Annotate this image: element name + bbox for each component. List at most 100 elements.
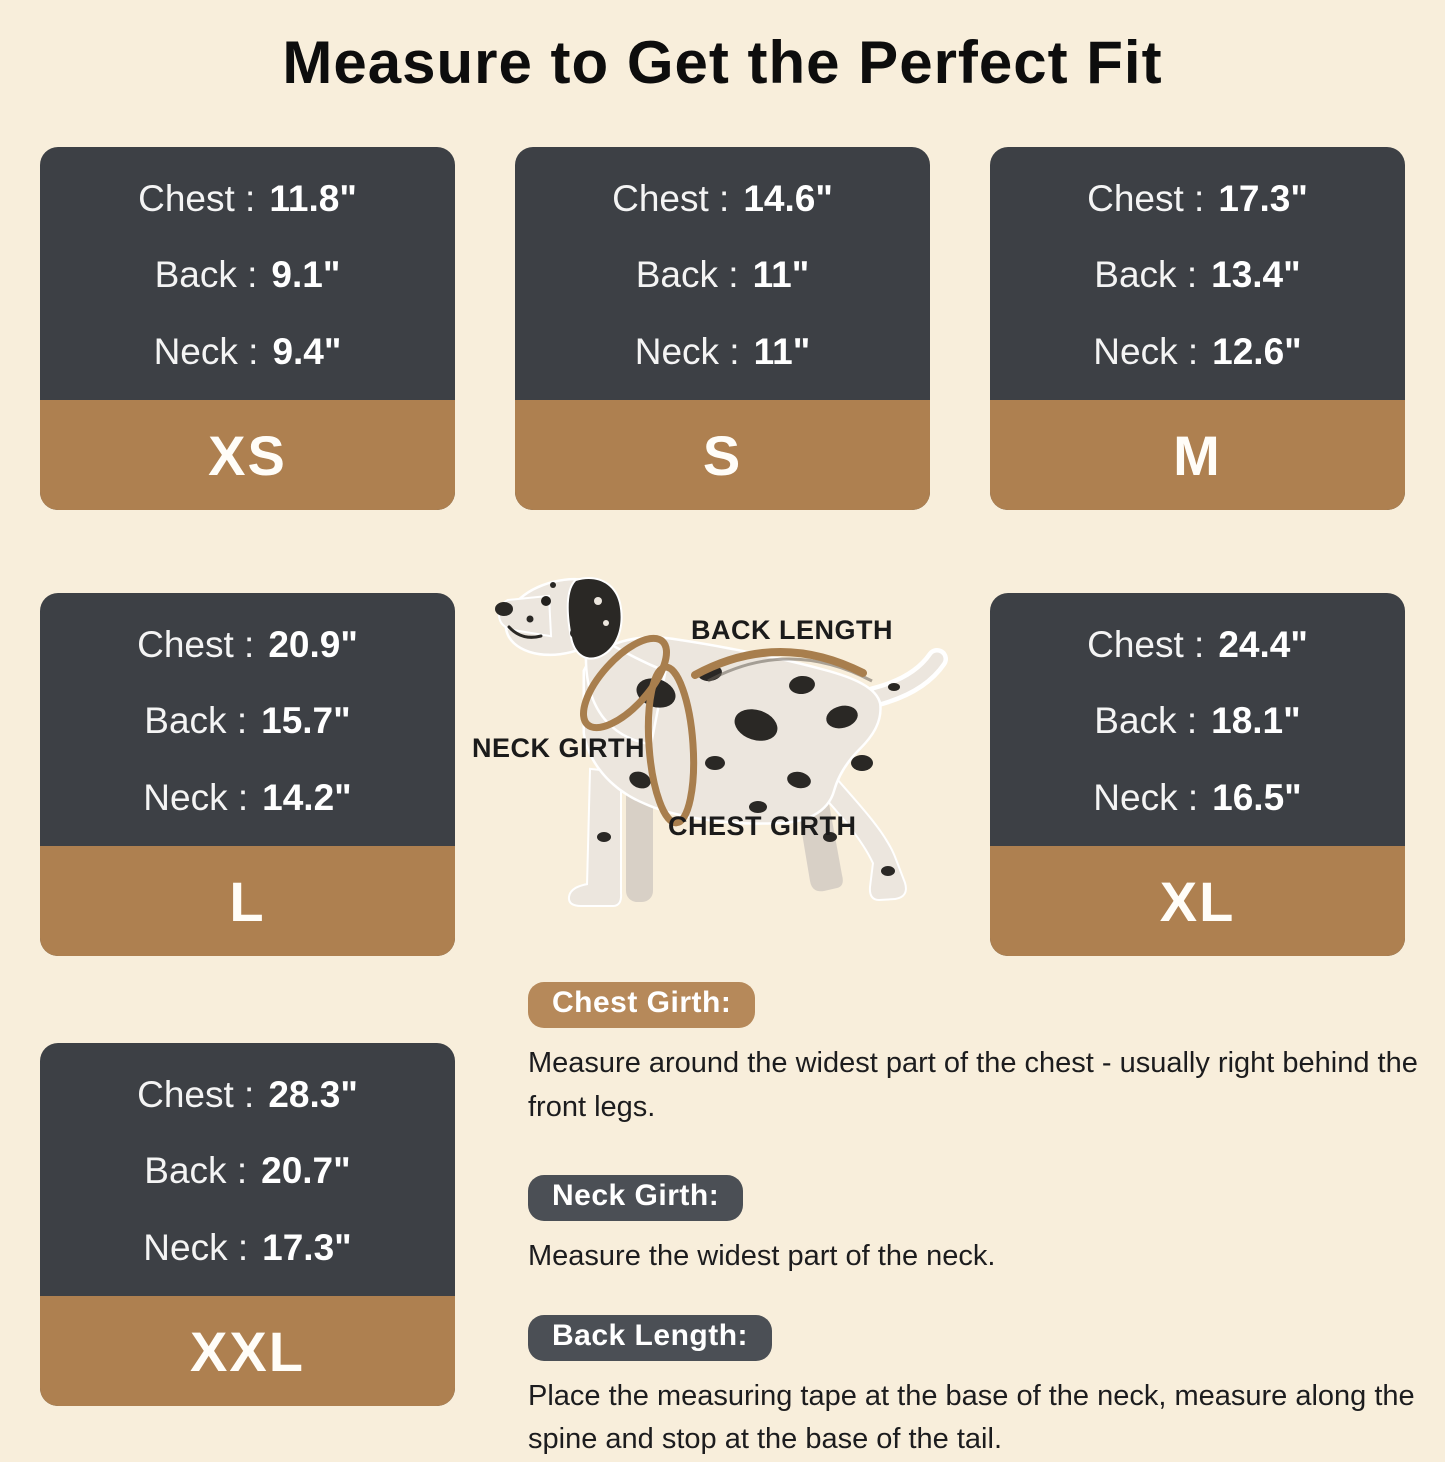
back-length-arc (691, 648, 867, 679)
neck-measurement: Neck : 16.5" (990, 777, 1405, 819)
measure-label: Neck : (153, 330, 259, 372)
measure-value: 15.7" (261, 700, 351, 742)
chest-measurement: Chest : 17.3" (990, 178, 1405, 220)
measure-label: Back : (1094, 700, 1198, 742)
chest-measurement: Chest : 24.4" (990, 624, 1405, 666)
measure-value: 18.1" (1211, 700, 1301, 742)
measure-value: 9.4" (272, 330, 342, 372)
measure-label: Back : (1094, 254, 1198, 296)
back-measurement: Back : 18.1" (990, 700, 1405, 742)
dog-ear (566, 577, 623, 660)
chest-girth-ring (644, 663, 698, 827)
chest-girth-label: CHEST GIRTH (668, 811, 857, 841)
measure-value: 17.3" (1218, 178, 1308, 220)
chest-measurement: Chest : 28.3" (40, 1074, 455, 1116)
dog-head (495, 577, 623, 660)
neck-measurement: Neck : 14.2" (40, 777, 455, 819)
neck-measurement: Neck : 11" (515, 331, 930, 373)
size-card-xxl-measurements: Chest : 28.3" Back : 20.7" Neck : 17.3" (40, 1043, 455, 1296)
dog-neck (584, 628, 667, 746)
neck-girth-badge: Neck Girth: (528, 1175, 744, 1221)
measure-value: 11.8" (269, 178, 357, 220)
guide-section-back-length: Back Length: Place the measuring tape at… (528, 1314, 1433, 1462)
chest-measurement: Chest : 20.9" (40, 624, 455, 666)
dog-measurement-diagram: BACK LENGTH NECK GIRTH CHEST GIRTH (458, 575, 988, 995)
measure-label: Neck : (143, 776, 249, 818)
size-label-l: L (40, 846, 455, 956)
measure-value: 14.6" (743, 178, 833, 220)
back-measurement: Back : 20.7" (40, 1150, 455, 1192)
measure-label: Back : (154, 254, 258, 296)
measure-label: Chest : (612, 178, 730, 220)
size-label-xl: XL (990, 846, 1405, 956)
measure-label: Neck : (1093, 330, 1199, 372)
measure-label: Neck : (634, 330, 740, 372)
size-card-xl: Chest : 24.4" Back : 18.1" Neck : 16.5" XL (990, 593, 1405, 956)
measure-label: Back : (144, 700, 248, 742)
measure-label: Chest : (1087, 178, 1205, 220)
measure-label: Chest : (138, 178, 256, 220)
back-length-badge: Back Length: (528, 1314, 773, 1361)
measure-value: 24.4" (1218, 624, 1308, 666)
measure-label: Back : (635, 254, 739, 296)
measure-label: Neck : (1093, 776, 1199, 818)
neck-measurement: Neck : 12.6" (990, 331, 1405, 373)
size-card-l-measurements: Chest : 20.9" Back : 15.7" Neck : 14.2" (40, 593, 455, 846)
measure-label: Neck : (143, 1226, 249, 1268)
measure-label: Back : (144, 1150, 248, 1192)
size-card-xl-measurements: Chest : 24.4" Back : 18.1" Neck : 16.5" (990, 593, 1405, 846)
size-card-s-measurements: Chest : 14.6" Back : 11" Neck : 11" (515, 147, 930, 400)
measure-label: Chest : (137, 1074, 255, 1116)
measure-label: Chest : (137, 624, 255, 666)
measure-value: 16.5" (1212, 776, 1302, 818)
measure-value: 20.7" (261, 1150, 351, 1192)
back-measurement: Back : 15.7" (40, 700, 455, 742)
back-measurement: Back : 11" (515, 254, 930, 296)
measure-value: 14.2" (262, 776, 352, 818)
page-title: Measure to Get the Perfect Fit (282, 29, 1163, 96)
neck-girth-label: NECK GIRTH (472, 733, 645, 763)
measurement-marks (580, 634, 873, 827)
measure-value: 12.6" (1212, 330, 1302, 372)
measuring-guide: Chest Girth: Measure around the widest p… (528, 982, 1433, 1462)
size-label-xxl: XXL (40, 1296, 455, 1406)
measure-value: 17.3" (262, 1226, 352, 1268)
measure-label: Chest : (1087, 624, 1205, 666)
chest-measurement: Chest : 11.8" (40, 178, 455, 220)
measure-value: 11" (753, 330, 811, 372)
back-length-description: Place the measuring tape at the base of … (528, 1379, 1415, 1456)
dog-illustration (495, 577, 948, 907)
measure-value: 13.4" (1211, 254, 1301, 296)
size-card-l: Chest : 20.9" Back : 15.7" Neck : 14.2" L (40, 593, 455, 956)
dog-near-legs (567, 760, 907, 907)
back-length-label: BACK LENGTH (691, 615, 893, 645)
dog-eye (541, 596, 551, 606)
size-card-xxl: Chest : 28.3" Back : 20.7" Neck : 17.3" XXL (40, 1043, 455, 1406)
neck-girth-description: Measure the widest part of the neck. (528, 1240, 996, 1272)
measure-value: 11" (752, 254, 810, 296)
measure-value: 9.1" (271, 254, 341, 296)
dog-nose (495, 602, 513, 616)
back-measurement: Back : 9.1" (40, 254, 455, 296)
guide-section-chest-girth: Chest Girth: Measure around the widest p… (528, 982, 1433, 1129)
chest-girth-badge: Chest Girth: (528, 982, 756, 1028)
size-card-m: Chest : 17.3" Back : 13.4" Neck : 12.6" M (990, 147, 1405, 510)
chest-measurement: Chest : 14.6" (515, 178, 930, 220)
dog-mouth (507, 625, 543, 639)
size-label-s: S (515, 400, 930, 510)
measure-value: 28.3" (268, 1074, 358, 1116)
guide-section-neck-girth: Neck Girth: Measure the widest part of t… (528, 1175, 1433, 1279)
dog-tail (863, 648, 948, 708)
measure-value: 20.9" (268, 624, 358, 666)
chest-girth-description: Measure around the widest part of the ch… (528, 1047, 1418, 1123)
size-label-m: M (990, 400, 1405, 510)
size-card-m-measurements: Chest : 17.3" Back : 13.4" Neck : 12.6" (990, 147, 1405, 400)
size-card-xs-measurements: Chest : 11.8" Back : 9.1" Neck : 9.4" (40, 147, 455, 400)
neck-measurement: Neck : 17.3" (40, 1227, 455, 1269)
neck-girth-ring (580, 634, 670, 732)
back-measurement: Back : 13.4" (990, 254, 1405, 296)
size-card-s: Chest : 14.6" Back : 11" Neck : 11" S (515, 147, 930, 510)
neck-measurement: Neck : 9.4" (40, 331, 455, 373)
size-label-xs: XS (40, 400, 455, 510)
size-card-xs: Chest : 11.8" Back : 9.1" Neck : 9.4" XS (40, 147, 455, 510)
